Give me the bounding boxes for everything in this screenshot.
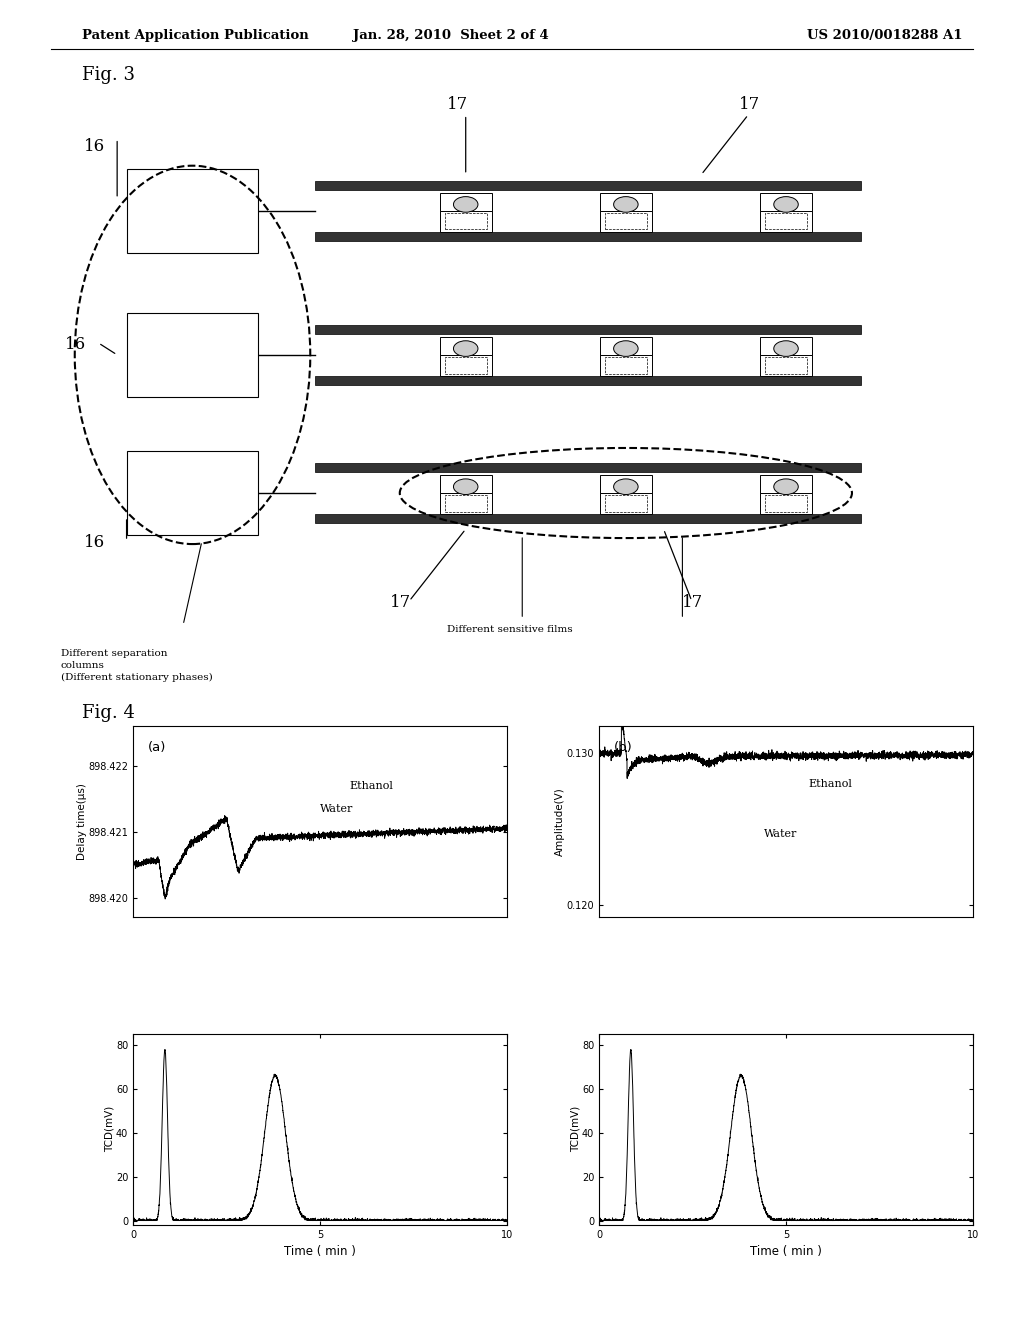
Circle shape (774, 479, 799, 495)
Bar (765, 495, 807, 512)
Bar (143, 323, 242, 387)
Y-axis label: TCD(mV): TCD(mV) (570, 1106, 581, 1152)
Text: Water: Water (764, 829, 797, 840)
Bar (127, 169, 258, 253)
Text: 17: 17 (446, 95, 468, 112)
Bar (440, 494, 492, 513)
Bar (600, 337, 652, 355)
Text: Different separation
columns
(Different stationary phases): Different separation columns (Different … (60, 649, 212, 682)
Bar (127, 313, 258, 397)
Circle shape (613, 479, 638, 495)
Bar (760, 494, 812, 513)
Bar (760, 337, 812, 355)
Text: (b): (b) (614, 742, 633, 754)
Circle shape (454, 197, 478, 213)
Y-axis label: Delay time(μs): Delay time(μs) (77, 783, 87, 861)
Text: Different sensitive films: Different sensitive films (446, 626, 572, 634)
Bar (600, 355, 652, 376)
Text: 17: 17 (682, 594, 703, 611)
Circle shape (454, 479, 478, 495)
Circle shape (774, 341, 799, 356)
Bar (160, 334, 225, 376)
Text: 16: 16 (66, 335, 86, 352)
Bar (160, 473, 225, 513)
Bar (600, 494, 652, 513)
Y-axis label: Amplitude(V): Amplitude(V) (555, 787, 565, 857)
Bar (760, 355, 812, 376)
Y-axis label: TCD(mV): TCD(mV) (104, 1106, 115, 1152)
Bar (440, 475, 492, 492)
X-axis label: Time ( min ): Time ( min ) (284, 1245, 356, 1258)
Text: US 2010/0018288 A1: US 2010/0018288 A1 (807, 29, 963, 42)
Text: 16: 16 (84, 535, 105, 550)
Text: Ethanol: Ethanol (808, 779, 852, 789)
Text: Fig. 4: Fig. 4 (82, 704, 135, 722)
Text: 17: 17 (390, 594, 412, 611)
Bar (315, 181, 861, 190)
Bar (444, 358, 487, 374)
Bar (604, 358, 647, 374)
Bar (444, 213, 487, 230)
Bar (600, 211, 652, 232)
Circle shape (613, 197, 638, 213)
Text: Fig. 3: Fig. 3 (82, 66, 135, 84)
Text: Water: Water (319, 804, 353, 814)
Bar (315, 513, 861, 523)
Text: Patent Application Publication: Patent Application Publication (82, 29, 308, 42)
Bar (440, 193, 492, 211)
Bar (765, 358, 807, 374)
Bar (160, 190, 225, 232)
Bar (315, 463, 861, 473)
Bar (440, 211, 492, 232)
Bar (315, 376, 861, 385)
Bar (127, 451, 258, 535)
Text: Jan. 28, 2010  Sheet 2 of 4: Jan. 28, 2010 Sheet 2 of 4 (352, 29, 549, 42)
Circle shape (774, 197, 799, 213)
Bar (176, 483, 209, 503)
Circle shape (613, 341, 638, 356)
Text: 16: 16 (84, 137, 105, 154)
Bar (604, 213, 647, 230)
Bar (760, 193, 812, 211)
X-axis label: Time ( min ): Time ( min ) (750, 1245, 822, 1258)
Bar (315, 325, 861, 334)
Bar (440, 337, 492, 355)
Circle shape (454, 341, 478, 356)
Bar (143, 180, 242, 243)
Bar (315, 232, 861, 240)
Bar (440, 355, 492, 376)
Bar (765, 213, 807, 230)
Bar (176, 201, 209, 222)
Bar (143, 462, 242, 524)
Text: (a): (a) (148, 742, 167, 754)
Text: 17: 17 (739, 95, 760, 112)
Bar (604, 495, 647, 512)
Bar (444, 495, 487, 512)
Bar (760, 211, 812, 232)
Bar (176, 345, 209, 366)
Bar (760, 475, 812, 492)
Text: Ethanol: Ethanol (350, 781, 394, 791)
Bar (600, 193, 652, 211)
Bar (600, 475, 652, 492)
